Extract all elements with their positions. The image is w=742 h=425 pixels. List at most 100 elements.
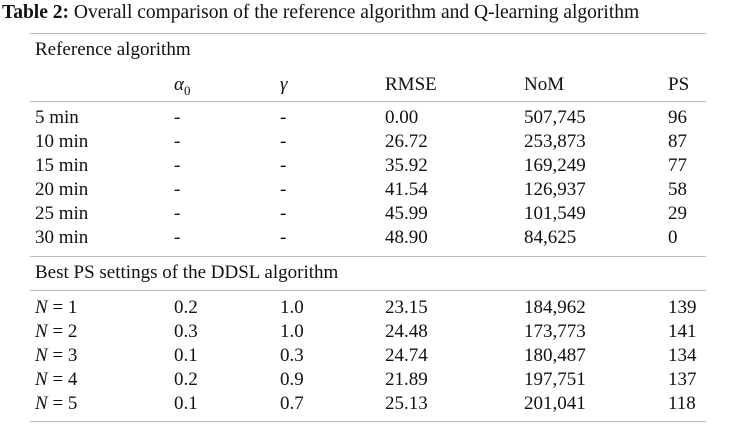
header-alpha: α0 [174, 73, 190, 103]
table-row: 20 min - - 41.54 126,937 58 [0, 178, 742, 202]
row-ps: 29 [668, 203, 687, 224]
alpha-symbol: α [174, 74, 184, 95]
top-rule [30, 33, 706, 34]
row-nom: 253,873 [524, 131, 586, 152]
row-alpha: - [174, 155, 181, 176]
header-nom: NoM [524, 74, 565, 95]
row-ps: 139 [668, 297, 697, 318]
row-alpha: - [174, 107, 181, 128]
column-header-row: α0 γ RMSE NoM PS [0, 73, 742, 98]
table-row: N = 2 0.3 1.0 24.48 173,773 141 [0, 320, 742, 344]
row-name: 5 min [35, 107, 79, 128]
row-gamma: 0.9 [280, 369, 304, 390]
n-variable: N [35, 369, 48, 390]
row-nom: 197,751 [524, 369, 586, 390]
row-name: N = 2 [35, 320, 77, 344]
row-rmse: 25.13 [385, 393, 428, 414]
n-variable: N [35, 345, 48, 366]
row-gamma: 0.3 [280, 345, 304, 366]
section-title-rule [30, 290, 706, 291]
row-rmse: 48.90 [385, 227, 428, 248]
n-variable: N [35, 321, 48, 342]
table-row: 30 min - - 48.90 84,625 0 [0, 226, 742, 250]
row-gamma: 1.0 [280, 297, 304, 318]
section-rule [30, 256, 706, 257]
row-rmse: 45.99 [385, 203, 428, 224]
row-name: N = 4 [35, 368, 77, 392]
table-caption-text: Overall comparison of the reference algo… [73, 2, 640, 23]
header-ps: PS [668, 74, 690, 95]
table-row: 25 min - - 45.99 101,549 29 [0, 202, 742, 226]
table-label: Table 2: [2, 2, 70, 23]
row-nom: 84,625 [524, 227, 577, 248]
row-ps: 134 [668, 345, 697, 366]
row-alpha: - [174, 203, 181, 224]
row-gamma: - [280, 131, 287, 152]
section-title-reference: Reference algorithm [35, 39, 191, 60]
row-rmse: 23.15 [385, 297, 428, 318]
row-nom: 180,487 [524, 345, 586, 366]
n-equals: = 5 [47, 393, 78, 414]
row-name: 20 min [35, 179, 89, 200]
row-nom: 173,773 [524, 321, 586, 342]
header-rmse: RMSE [385, 74, 437, 95]
section-title-ddsl: Best PS settings of the DDSL algorithm [35, 262, 339, 283]
header-gamma: γ [280, 74, 288, 95]
row-rmse: 26.72 [385, 131, 428, 152]
row-gamma: - [280, 227, 287, 248]
n-variable: N [35, 297, 48, 318]
row-alpha: 0.2 [174, 297, 198, 318]
row-name: 30 min [35, 227, 89, 248]
row-rmse: 21.89 [385, 369, 428, 390]
row-alpha: 0.2 [174, 369, 198, 390]
table-row: N = 4 0.2 0.9 21.89 197,751 137 [0, 368, 742, 392]
row-nom: 507,745 [524, 107, 586, 128]
row-nom: 201,041 [524, 393, 586, 414]
row-alpha: 0.1 [174, 393, 198, 414]
n-equals: = 3 [47, 345, 78, 366]
row-ps: 0 [668, 227, 678, 248]
table-caption: Table 2: Overall comparison of the refer… [2, 0, 742, 26]
row-rmse: 41.54 [385, 179, 428, 200]
row-alpha: 0.1 [174, 345, 198, 366]
table-row: 15 min - - 35.92 169,249 77 [0, 154, 742, 178]
row-alpha: - [174, 179, 181, 200]
row-ps: 118 [668, 393, 696, 414]
row-nom: 169,249 [524, 155, 586, 176]
header-rule [30, 101, 706, 102]
row-gamma: - [280, 155, 287, 176]
row-name: N = 1 [35, 296, 77, 320]
table-row: 5 min - - 0.00 507,745 96 [0, 106, 742, 130]
row-name: N = 3 [35, 344, 77, 368]
row-nom: 126,937 [524, 179, 586, 200]
table-row: N = 1 0.2 1.0 23.15 184,962 139 [0, 296, 742, 320]
row-nom: 184,962 [524, 297, 586, 318]
n-variable: N [35, 393, 48, 414]
row-gamma: - [280, 179, 287, 200]
table-row: N = 5 0.1 0.7 25.13 201,041 118 [0, 392, 742, 416]
bottom-rule [30, 421, 706, 422]
row-rmse: 35.92 [385, 155, 428, 176]
row-name: 15 min [35, 155, 89, 176]
row-gamma: - [280, 203, 287, 224]
row-alpha: - [174, 131, 181, 152]
n-equals: = 2 [47, 321, 78, 342]
row-name: N = 5 [35, 392, 77, 416]
alpha-subscript: 0 [183, 82, 191, 98]
row-alpha: 0.3 [174, 321, 198, 342]
row-ps: 141 [668, 321, 697, 342]
row-ps: 96 [668, 107, 687, 128]
row-rmse: 0.00 [385, 107, 419, 128]
row-ps: 87 [668, 131, 687, 152]
row-rmse: 24.74 [385, 345, 428, 366]
n-equals: = 1 [47, 297, 78, 318]
n-equals: = 4 [47, 369, 78, 390]
row-name: 10 min [35, 131, 89, 152]
row-ps: 137 [668, 369, 697, 390]
table-row: N = 3 0.1 0.3 24.74 180,487 134 [0, 344, 742, 368]
row-rmse: 24.48 [385, 321, 428, 342]
row-gamma: - [280, 107, 287, 128]
row-gamma: 0.7 [280, 393, 304, 414]
row-ps: 77 [668, 155, 687, 176]
table-row: 10 min - - 26.72 253,873 87 [0, 130, 742, 154]
